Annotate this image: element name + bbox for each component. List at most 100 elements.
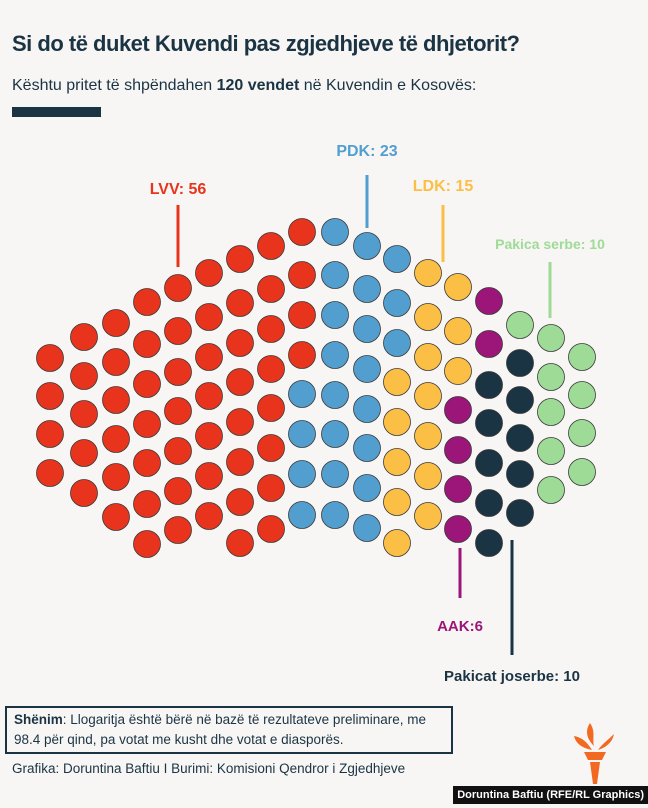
seat-pakica-serbe bbox=[537, 324, 565, 352]
seat-lvv bbox=[70, 400, 98, 428]
party-label: PDK: 23 bbox=[336, 143, 397, 160]
rfe-rl-logo-icon bbox=[574, 723, 614, 784]
subtitle-text: Kështu pritet të shpëndahen bbox=[12, 77, 217, 94]
seat-lvv bbox=[133, 449, 161, 477]
seat-pdk bbox=[353, 514, 381, 542]
seat-lvv bbox=[164, 397, 192, 425]
seat-pakica-serbe bbox=[537, 437, 565, 465]
seat-lvv bbox=[133, 490, 161, 518]
seat-lvv bbox=[36, 344, 64, 372]
seat-lvv bbox=[70, 362, 98, 390]
seat-pdk bbox=[321, 341, 349, 369]
seat-lvv bbox=[36, 459, 64, 487]
seat-lvv bbox=[288, 301, 316, 329]
seat-lvv bbox=[133, 370, 161, 398]
seat-lvv bbox=[70, 439, 98, 467]
seat-pdk bbox=[353, 434, 381, 462]
seat-pdk bbox=[321, 460, 349, 488]
seat-lvv bbox=[288, 261, 316, 289]
seat-lvv bbox=[133, 530, 161, 558]
seat-pdk bbox=[353, 355, 381, 383]
seat-pakica-serbe bbox=[568, 458, 596, 486]
seat-ldk bbox=[414, 502, 442, 530]
seat-lvv bbox=[195, 462, 223, 490]
seat-lvv bbox=[102, 463, 130, 491]
seat-pdk bbox=[321, 501, 349, 529]
seat-lvv bbox=[195, 502, 223, 530]
seat-pdk bbox=[288, 380, 316, 408]
seat-pdk bbox=[288, 420, 316, 448]
parliament-chart: LVV: 56 PDK: 23 LDK: 15 Pakica serbe: 10 AAK… bbox=[36, 143, 605, 685]
seat-pakica-serbe bbox=[537, 398, 565, 426]
seat-pdk bbox=[321, 301, 349, 329]
seat-pdk bbox=[353, 315, 381, 343]
seat-lvv bbox=[257, 515, 285, 543]
subtitle-text-end: në Kuvendin e Kosovës: bbox=[299, 77, 477, 94]
seat-lvv bbox=[102, 425, 130, 453]
seat-lvv bbox=[102, 309, 130, 337]
party-label: LVV: 56 bbox=[150, 181, 207, 198]
seat-pdk bbox=[353, 395, 381, 423]
seat-lvv bbox=[226, 245, 254, 273]
seat-pakicat-joserbe bbox=[475, 449, 503, 477]
seat-pdk bbox=[288, 460, 316, 488]
seat-lvv bbox=[70, 479, 98, 507]
seat-lvv bbox=[288, 218, 316, 246]
seat-lvv bbox=[226, 529, 254, 557]
seat-lvv bbox=[133, 330, 161, 358]
seat-ldk bbox=[383, 488, 411, 516]
seat-aak bbox=[444, 436, 472, 464]
seat-lvv bbox=[133, 410, 161, 438]
seat-lvv bbox=[226, 329, 254, 357]
seat-lvv bbox=[226, 488, 254, 516]
footer: Shënim: Llogaritja është bërë në bazë të… bbox=[5, 706, 475, 778]
seat-ldk bbox=[414, 382, 442, 410]
seat-lvv bbox=[257, 474, 285, 502]
seat-lvv bbox=[226, 289, 254, 317]
seat-ldk bbox=[444, 273, 472, 301]
seat-pdk bbox=[353, 232, 381, 260]
seat-aak bbox=[444, 515, 472, 543]
seat-aak bbox=[444, 475, 472, 503]
seat-pdk bbox=[321, 381, 349, 409]
seat-pdk bbox=[383, 329, 411, 357]
seat-pakica-serbe bbox=[568, 381, 596, 409]
seat-lvv bbox=[164, 274, 192, 302]
seat-ldk bbox=[444, 317, 472, 345]
seat-lvv bbox=[164, 477, 192, 505]
seat-pakicat-joserbe bbox=[506, 499, 534, 527]
seat-pdk bbox=[353, 474, 381, 502]
seat-lvv bbox=[195, 303, 223, 331]
seat-pdk bbox=[321, 261, 349, 289]
note-label: Shënim bbox=[14, 712, 63, 727]
seat-pakica-serbe bbox=[537, 476, 565, 504]
seat-pdk bbox=[321, 218, 349, 246]
seat-pakicat-joserbe bbox=[475, 371, 503, 399]
author-tag: Doruntina Baftiu (RFE/RL Graphics) bbox=[453, 786, 648, 804]
seat-ldk bbox=[414, 343, 442, 371]
seat-pdk bbox=[288, 501, 316, 529]
seat-ldk bbox=[414, 303, 442, 331]
seat-ldk bbox=[383, 448, 411, 476]
chart-title: Si do të duket Kuvendi pas zgjedhjeve të… bbox=[12, 31, 520, 56]
party-label: Pakicat joserbe: 10 bbox=[444, 668, 580, 685]
subtitle-bold: 120 vendet bbox=[216, 77, 300, 94]
seat-lvv bbox=[102, 348, 130, 376]
seat-lvv bbox=[288, 341, 316, 369]
seat-lvv bbox=[226, 368, 254, 396]
seat-pakicat-joserbe bbox=[475, 489, 503, 517]
seat-pakicat-joserbe bbox=[506, 349, 534, 377]
seat-lvv bbox=[257, 434, 285, 462]
seat-lvv bbox=[133, 288, 161, 316]
seat-lvv bbox=[36, 382, 64, 410]
seat-lvv bbox=[102, 386, 130, 414]
seat-lvv bbox=[257, 394, 285, 422]
seat-lvv bbox=[36, 420, 64, 448]
seat-lvv bbox=[195, 422, 223, 450]
seat-lvv bbox=[226, 448, 254, 476]
party-label: AAK:6 bbox=[437, 618, 483, 635]
seat-lvv bbox=[257, 275, 285, 303]
seat-pakicat-joserbe bbox=[506, 386, 534, 414]
seat-aak bbox=[475, 330, 503, 358]
seat-pakica-serbe bbox=[537, 363, 565, 391]
